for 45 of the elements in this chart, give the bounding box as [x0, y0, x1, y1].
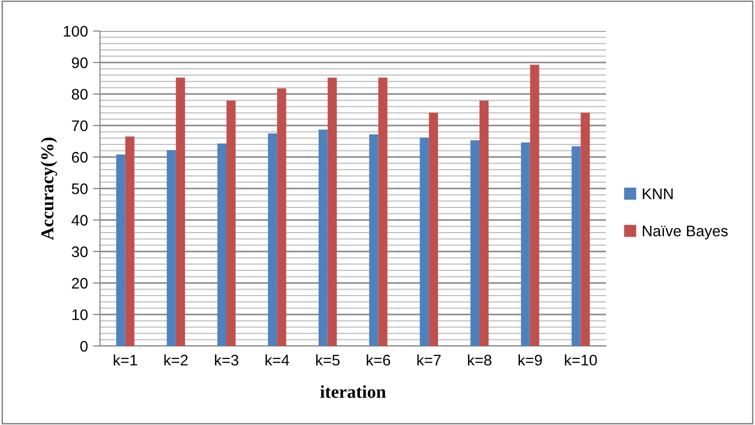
x-axis-title: iteration [320, 385, 386, 398]
bar [176, 78, 186, 346]
x-tick-label: k=4 [266, 354, 290, 366]
bar [420, 137, 429, 346]
bar [480, 100, 489, 346]
y-axis-title: Accuracy(%) [40, 138, 58, 240]
bar [166, 150, 176, 346]
bar [125, 136, 134, 346]
bar [530, 64, 540, 346]
bar [268, 133, 278, 346]
y-tick-label: 50 [72, 183, 88, 194]
bar [217, 143, 226, 346]
y-tick-label: 70 [72, 120, 88, 132]
bar [328, 78, 337, 346]
bar [116, 154, 126, 346]
y-tick-label: 90 [72, 57, 88, 68]
bar [572, 146, 581, 346]
bar [428, 112, 438, 346]
x-tick-label: k=5 [316, 354, 340, 366]
y-tick-label: 10 [72, 309, 88, 320]
x-tick-label: k=10 [564, 354, 597, 366]
y-tick-label: 80 [72, 88, 88, 100]
y-tick-label: 0 [80, 340, 88, 352]
bar [580, 112, 590, 346]
y-tick-label: 30 [72, 246, 88, 258]
x-tick-label: k=8 [468, 354, 492, 366]
y-tick-label: 40 [72, 214, 88, 226]
bar [318, 130, 328, 346]
x-tick-label: k=2 [164, 354, 188, 366]
x-tick-label: k=6 [366, 354, 390, 366]
bar [277, 88, 286, 346]
bar [520, 142, 530, 346]
x-tick-label: k=7 [417, 354, 441, 366]
bar [470, 140, 480, 346]
bar [378, 78, 388, 346]
y-tick-label: 100 [64, 26, 88, 37]
y-tick-label: 60 [72, 152, 88, 163]
x-tick-label: k=1 [114, 354, 138, 366]
bar [226, 100, 236, 346]
bar [369, 134, 378, 346]
y-tick-label: 20 [72, 278, 88, 289]
legend-label: Naïve Bayes [642, 226, 728, 240]
x-tick-label: k=9 [518, 354, 542, 366]
x-tick-label: k=3 [215, 354, 238, 366]
legend-label: KNN [642, 188, 673, 200]
